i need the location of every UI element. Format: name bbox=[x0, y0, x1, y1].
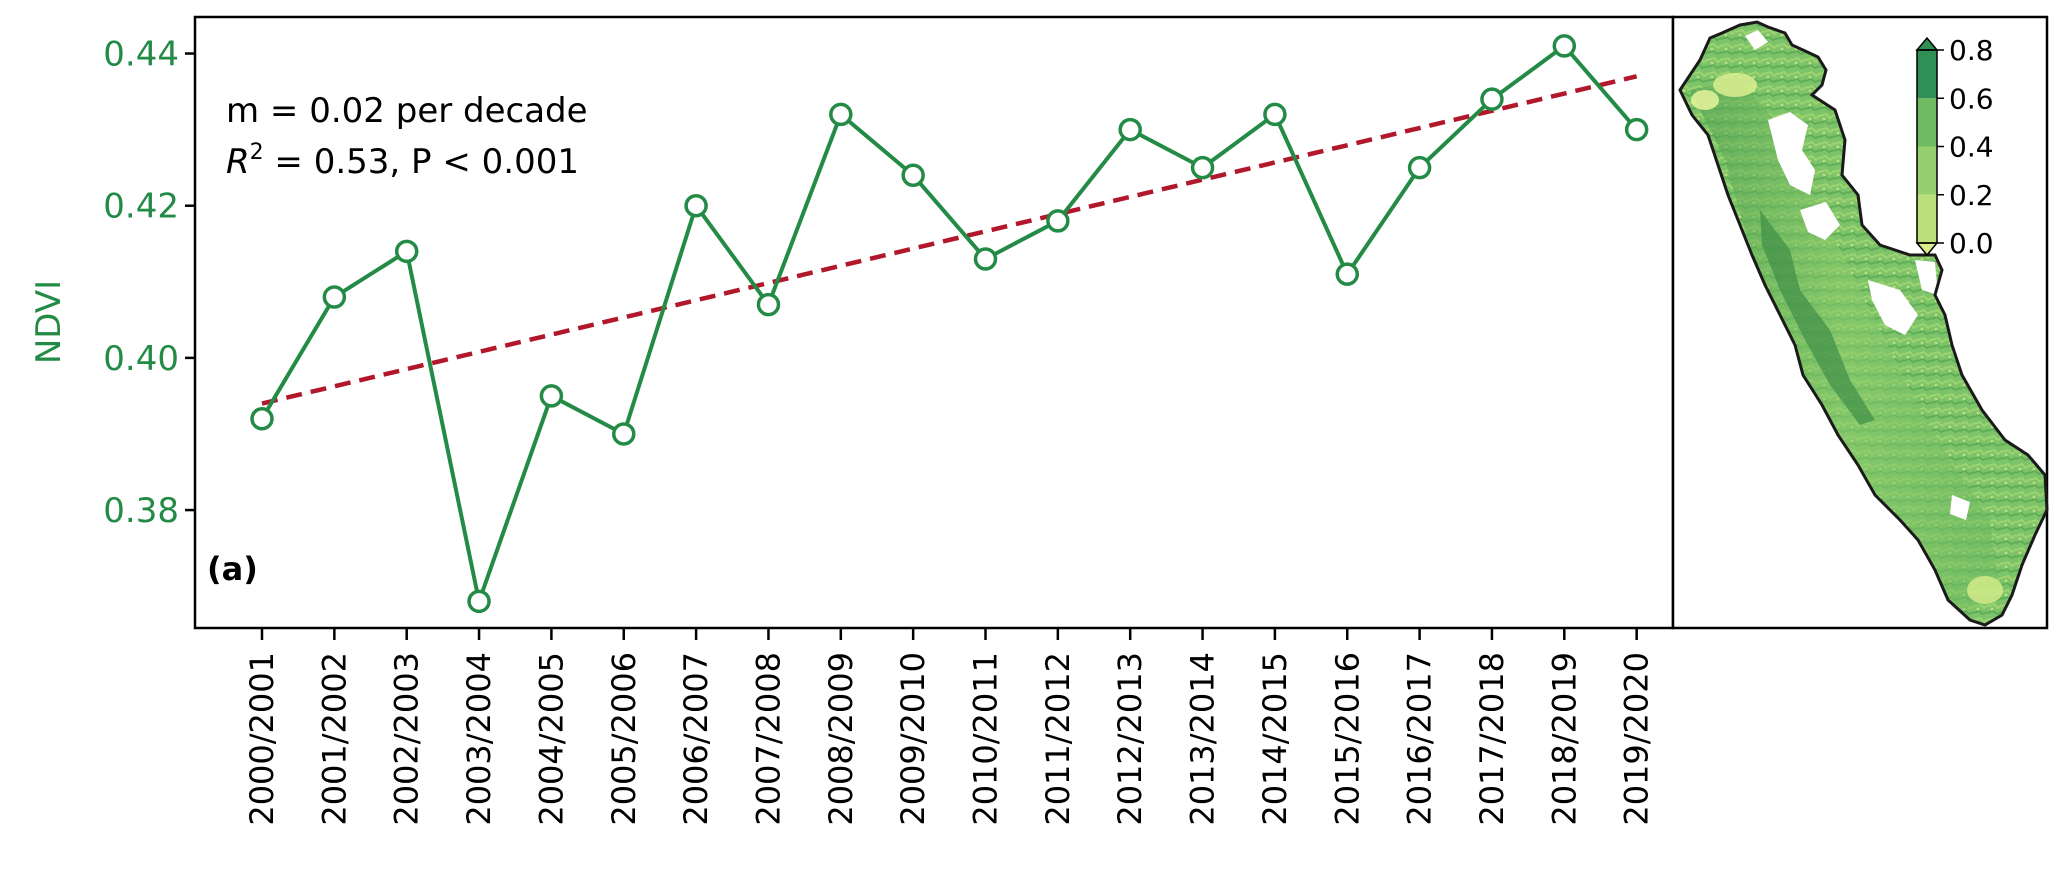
colorbar-segment bbox=[1917, 194, 1937, 243]
trend-layer bbox=[261, 74, 1638, 406]
colorbar-tick-label: 0.0 bbox=[1949, 227, 1994, 260]
x-tick-label: 2019/2020 bbox=[1618, 652, 1656, 826]
colorbar-segment bbox=[1917, 146, 1937, 195]
ndvi-point bbox=[684, 193, 708, 218]
ndvi-point bbox=[1407, 155, 1432, 180]
inset-map-panel: 0.0 0.2 0.4 0.6 0.8 bbox=[1671, 15, 2049, 630]
x-tick-label: 2008/2009 bbox=[822, 652, 860, 826]
y-tick-label: 0.42 bbox=[103, 187, 179, 227]
y-tick-label: 0.40 bbox=[103, 339, 179, 379]
colorbar: 0.0 0.2 0.4 0.6 0.8 bbox=[1915, 34, 1994, 260]
y-tick-label: 0.44 bbox=[103, 35, 179, 75]
x-tick-label: 2014/2015 bbox=[1256, 652, 1294, 826]
x-tick-label: 2005/2006 bbox=[605, 652, 643, 826]
ndvi-point bbox=[829, 102, 853, 127]
x-tick-label: 2016/2017 bbox=[1401, 652, 1439, 826]
x-tick-label: 2018/2019 bbox=[1545, 652, 1583, 826]
y-tick-label: 0.38 bbox=[103, 491, 179, 531]
ndvi-point bbox=[467, 589, 491, 614]
x-tick-label: 2010/2011 bbox=[967, 652, 1005, 826]
colorbar-tick-label: 0.6 bbox=[1949, 82, 1994, 115]
x-tick-label: 2002/2003 bbox=[388, 652, 426, 826]
slope-annotation: m = 0.02 per decade bbox=[226, 91, 588, 131]
y-axis-label: NDVI bbox=[29, 280, 69, 364]
x-tick-label: 2000/2001 bbox=[243, 652, 281, 826]
ndvi-point bbox=[1335, 262, 1359, 286]
x-tick-label: 2003/2004 bbox=[460, 652, 498, 826]
ndvi-point bbox=[1552, 34, 1577, 58]
ndvi-point bbox=[1624, 117, 1649, 142]
ndvi-point bbox=[612, 422, 636, 446]
x-tick-label: 2015/2016 bbox=[1328, 652, 1366, 826]
ndvi-point bbox=[250, 407, 274, 431]
ndvi-point bbox=[1118, 117, 1142, 142]
x-tick-label: 2004/2005 bbox=[532, 652, 570, 826]
x-tick-label: 2007/2008 bbox=[749, 652, 787, 826]
ndvi-point bbox=[322, 285, 347, 309]
colorbar-segment bbox=[1917, 50, 1937, 99]
ndvi-point bbox=[1263, 102, 1287, 127]
x-tick-label: 2011/2012 bbox=[1039, 652, 1077, 826]
colorbar-tick-label: 0.8 bbox=[1949, 34, 1994, 67]
ndvi-point bbox=[1046, 209, 1070, 233]
r2-symbol: R bbox=[226, 142, 250, 182]
colorbar-tick-label: 0.2 bbox=[1949, 179, 1994, 212]
ndvi-point bbox=[1190, 155, 1215, 180]
r2-exponent: 2 bbox=[250, 140, 264, 165]
x-tick-label: 2006/2007 bbox=[677, 652, 715, 826]
colorbar-segment bbox=[1917, 98, 1937, 147]
series-layer bbox=[250, 34, 1649, 614]
colorbar-tick-label: 0.4 bbox=[1949, 131, 1994, 164]
map-image bbox=[1678, 20, 2049, 627]
r2-rest: = 0.53, P < 0.001 bbox=[264, 142, 579, 182]
ndvi-point bbox=[539, 384, 564, 408]
ndvi-point bbox=[973, 247, 998, 271]
x-tick-label: 2001/2002 bbox=[315, 652, 353, 826]
trend-line bbox=[261, 74, 1638, 406]
x-axis: 2000/2001 2001/2002 2002/2003 2003/2004 2004… bbox=[243, 628, 1656, 826]
ndvi-series-line bbox=[260, 43, 1639, 604]
y-axis: 0.38 0.40 0.42 0.44 bbox=[103, 35, 195, 531]
r2-annotation: R2 = 0.53, P < 0.001 bbox=[226, 140, 579, 182]
ndvi-point bbox=[756, 292, 781, 317]
x-tick-label: 2009/2010 bbox=[894, 652, 932, 826]
x-tick-label: 2012/2013 bbox=[1111, 652, 1149, 826]
ndvi-point bbox=[901, 163, 925, 188]
ndvi-point bbox=[1480, 87, 1504, 111]
x-tick-label: 2013/2014 bbox=[1184, 652, 1222, 826]
x-tick-label: 2017/2018 bbox=[1473, 652, 1511, 826]
ndvi-point bbox=[394, 239, 419, 264]
panel-label: (a) bbox=[207, 550, 258, 588]
